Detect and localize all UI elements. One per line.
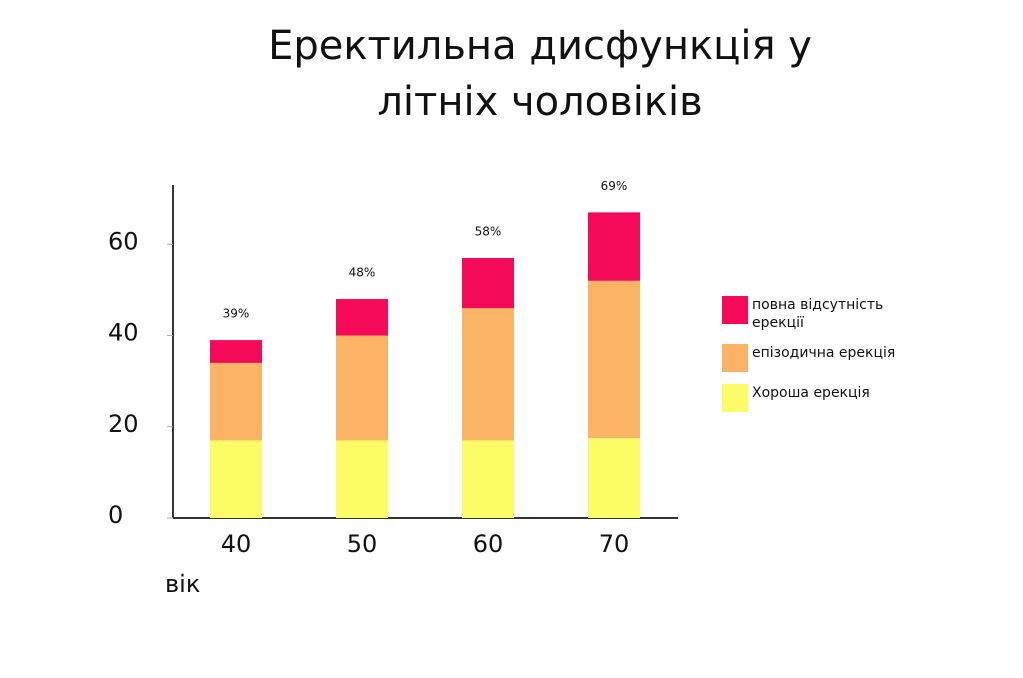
y-tick-label: 40 xyxy=(108,319,139,347)
legend: повна відсутність ерекції епізодична ерек… xyxy=(722,296,912,424)
bar-segment xyxy=(588,280,640,439)
total-label: 39% xyxy=(223,307,250,321)
bar-segment xyxy=(462,257,514,309)
total-label: 69% xyxy=(601,179,628,193)
bar-segment xyxy=(588,438,640,518)
bar-segment xyxy=(210,340,262,363)
y-tick-label: 20 xyxy=(108,410,139,438)
legend-swatch xyxy=(722,384,748,412)
legend-swatch xyxy=(722,344,748,372)
chart-title: Еректильна дисфункція у літніх чоловіків xyxy=(268,23,812,125)
total-label: 48% xyxy=(349,266,376,280)
bar-segment xyxy=(336,440,388,518)
bar-segment xyxy=(462,308,514,441)
x-tick-label: 60 xyxy=(473,530,504,558)
legend-item: Хороша ерекція xyxy=(722,384,912,412)
total-label: 58% xyxy=(475,224,502,238)
bar-segment xyxy=(210,362,262,441)
x-tick-label: 70 xyxy=(599,530,630,558)
bar-segment xyxy=(210,440,262,518)
legend-item: епізодична ерекція xyxy=(722,344,912,372)
legend-swatch xyxy=(722,296,748,324)
bar-segment xyxy=(462,440,514,518)
legend-label: епізодична ерекція xyxy=(752,345,896,361)
bar-segment xyxy=(588,212,640,281)
legend-label: повна відсутність ерекції xyxy=(752,297,884,331)
x-axis-label: вік xyxy=(165,570,200,598)
x-tick-label: 40 xyxy=(221,530,252,558)
y-tick-label: 0 xyxy=(108,501,123,529)
bar-segment xyxy=(336,335,388,441)
legend-label: Хороша ерекція xyxy=(752,385,870,401)
y-tick-label: 60 xyxy=(108,227,139,255)
bar-segment xyxy=(336,299,388,336)
x-tick-label: 50 xyxy=(347,530,378,558)
legend-item: повна відсутність ерекції xyxy=(722,296,912,332)
